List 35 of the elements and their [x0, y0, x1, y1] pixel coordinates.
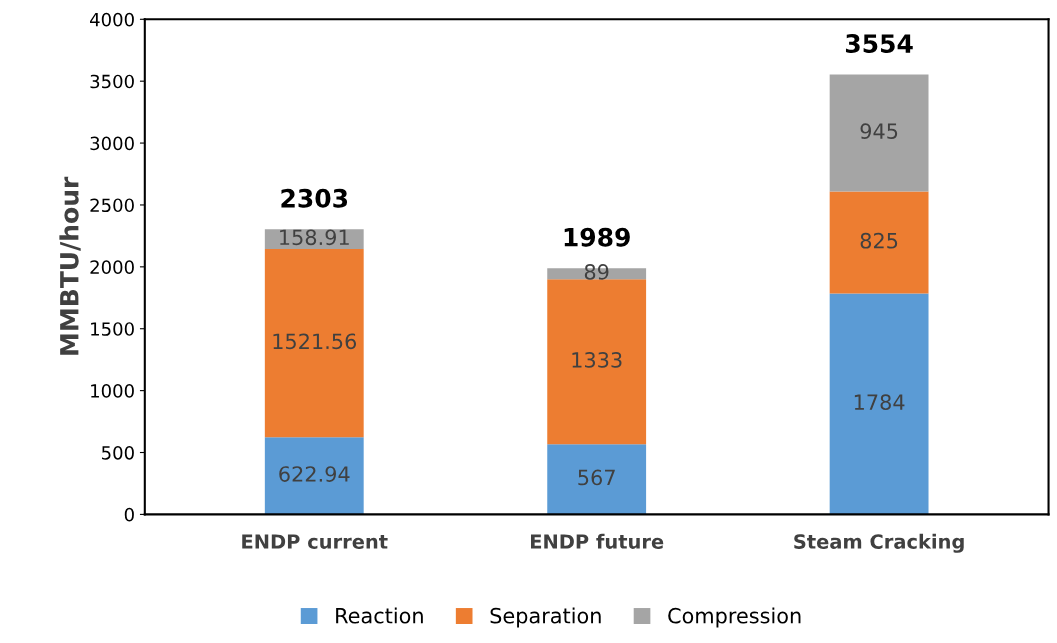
- x-tick-label: ENDP future: [531, 533, 664, 549]
- total-label: 1989: [564, 227, 630, 247]
- bar: [264, 437, 364, 515]
- total-label: 2303: [281, 188, 348, 208]
- data-label: 1333: [572, 352, 622, 368]
- data-label: 89: [584, 264, 609, 280]
- y-tick-label: 2500: [90, 198, 134, 213]
- y-tick-label: 3000: [90, 136, 134, 151]
- x-tick-label: ENDP current: [242, 534, 388, 549]
- data-label: 567: [578, 469, 615, 486]
- data-label: 1521.56: [273, 333, 357, 350]
- legend-label: Reaction: [336, 607, 423, 624]
- data-label: 945: [860, 123, 898, 140]
- y-tick-label: 1500: [91, 322, 134, 336]
- legend-label: Separation: [490, 607, 601, 628]
- y-tick-label: 4000: [90, 12, 134, 27]
- bar: [547, 279, 647, 445]
- total-label: 3554: [845, 34, 913, 53]
- bar: [829, 74, 929, 192]
- y-tick-label: 2000: [90, 260, 134, 274]
- y-tick-label: 3500: [90, 74, 134, 89]
- y-tick-label: 500: [102, 445, 134, 460]
- bar: [829, 191, 929, 294]
- y-tick-label: 0: [124, 507, 134, 522]
- data-label: 622.94: [279, 466, 350, 482]
- y-axis-title: MMBTU/hour: [59, 176, 81, 355]
- y-tick-label: 1000: [91, 384, 134, 398]
- bar: [264, 248, 364, 438]
- data-label: 158.91: [280, 229, 349, 246]
- data-label: 825: [860, 232, 898, 249]
- legend-label: Compression: [668, 607, 801, 628]
- x-tick-label: Steam Cracking: [794, 533, 964, 553]
- bar: [547, 444, 647, 515]
- data-label: 1784: [854, 394, 905, 411]
- bar: [829, 293, 929, 515]
